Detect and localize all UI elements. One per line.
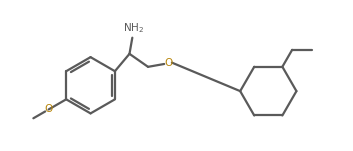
Text: O: O bbox=[164, 58, 172, 68]
Text: O: O bbox=[44, 104, 53, 114]
Text: NH$_2$: NH$_2$ bbox=[122, 21, 144, 35]
